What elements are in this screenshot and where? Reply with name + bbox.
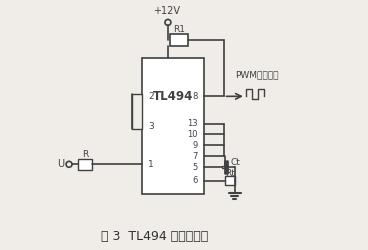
Text: 10: 10 xyxy=(187,130,198,139)
Text: 图 3  TL494 的应用电路: 图 3 TL494 的应用电路 xyxy=(101,230,208,243)
Text: U: U xyxy=(57,159,65,169)
Text: 2: 2 xyxy=(148,92,154,101)
Text: Rt: Rt xyxy=(225,169,235,178)
Text: 6: 6 xyxy=(192,176,198,185)
Bar xyxy=(78,159,92,170)
Bar xyxy=(170,34,188,46)
Text: 3: 3 xyxy=(148,122,154,131)
Text: PWM脉冲输出: PWM脉冲输出 xyxy=(235,71,278,80)
Text: 1: 1 xyxy=(148,160,154,169)
Text: R: R xyxy=(82,150,88,159)
Bar xyxy=(222,166,227,168)
Text: 5: 5 xyxy=(192,162,198,172)
Bar xyxy=(225,176,235,185)
Text: +12V: +12V xyxy=(153,6,180,16)
Text: TL494: TL494 xyxy=(153,90,193,103)
Bar xyxy=(132,94,142,129)
Text: 7: 7 xyxy=(192,152,198,161)
Bar xyxy=(142,58,204,194)
Text: 8: 8 xyxy=(192,92,198,101)
Text: 9: 9 xyxy=(192,141,198,150)
Text: Ct: Ct xyxy=(230,158,240,166)
Text: 13: 13 xyxy=(187,119,198,128)
Text: R1: R1 xyxy=(173,25,185,34)
